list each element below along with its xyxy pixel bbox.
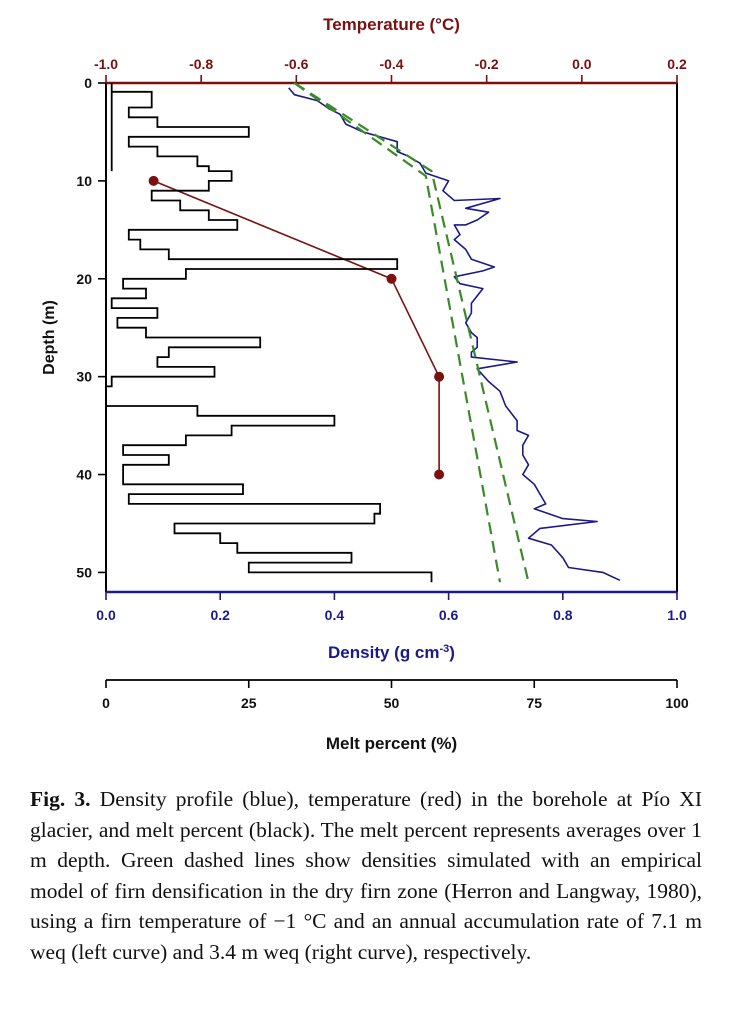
- temperature-point-3: [434, 469, 445, 480]
- temperature-tick-label: -0.8: [189, 56, 213, 72]
- density-tick-label: 1.0: [667, 607, 687, 623]
- density-profile-line: [288, 87, 621, 582]
- temperature-line: [153, 180, 440, 475]
- temperature-tick-label: -0.6: [284, 56, 308, 72]
- density-temperature-melt-chart: 0 10 20 30 40 50 Depth (m) -1.0 -0.8 -0.6 -0.4 -0.2…: [41, 15, 689, 753]
- figure-caption-text: Density profile (blue), temperature (red…: [30, 787, 702, 964]
- density-tick-label: 0.8: [553, 607, 573, 623]
- depth-axis-label: Depth (m): [41, 300, 58, 375]
- simulated-density-dashed-line-4: [293, 82, 530, 583]
- depth-tick-label: 50: [76, 564, 92, 580]
- density-tick-label: 0.6: [439, 607, 459, 623]
- density-tick-label: 0.0: [96, 607, 116, 623]
- melt-percent-step-line: [105, 83, 433, 583]
- temperature-point-0: [148, 175, 159, 186]
- depth-tick-label: 40: [76, 467, 92, 483]
- melt-tick-label: 0: [102, 695, 110, 711]
- depth-tick-label: 30: [76, 369, 92, 385]
- figure-label: Fig. 3.: [30, 787, 91, 811]
- temperature-tick-label: 0.0: [572, 56, 592, 72]
- depth-tick-label: 20: [76, 271, 92, 287]
- melt-tick-label: 25: [241, 695, 257, 711]
- melt-axis-label: Melt percent (%): [326, 734, 457, 753]
- density-tick-label: 0.4: [325, 607, 345, 623]
- melt-tick-label: 75: [526, 695, 542, 711]
- temperature-tick-label: -0.4: [379, 56, 403, 72]
- temperature-tick-label: -1.0: [94, 56, 118, 72]
- melt-tick-label: 100: [665, 695, 689, 711]
- depth-tick-label: 0: [84, 75, 92, 91]
- density-axis-label: Density (g cm-3): [328, 643, 455, 662]
- figure-caption: Fig. 3. Density profile (blue), temperat…: [30, 784, 702, 967]
- density-tick-label: 0.2: [210, 607, 230, 623]
- temperature-tick-label: -0.2: [475, 56, 499, 72]
- temperature-point-2: [434, 371, 445, 382]
- depth-tick-label: 10: [76, 173, 92, 189]
- melt-tick-label: 50: [384, 695, 400, 711]
- temperature-tick-label: 0.2: [667, 56, 687, 72]
- temperature-axis-label: Temperature (°C): [323, 15, 460, 34]
- temperature-point-1: [386, 273, 397, 284]
- simulated-density-dashed-line-3: [293, 82, 502, 583]
